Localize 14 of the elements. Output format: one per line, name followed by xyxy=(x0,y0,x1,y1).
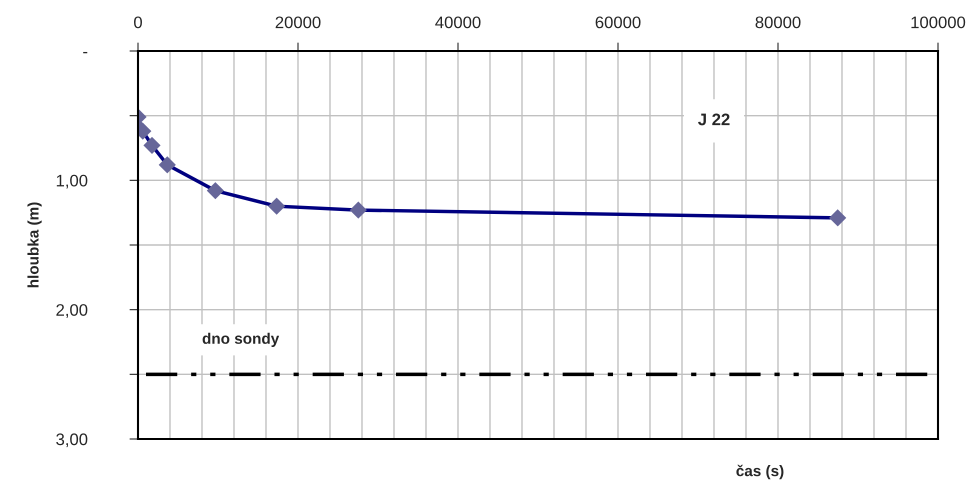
x-tick-label: 20000 xyxy=(276,16,321,28)
x-axis-title: čas (s) xyxy=(736,464,784,480)
x-tick-label: 60000 xyxy=(596,16,641,28)
y-axis-title: hloubka (m) xyxy=(27,202,42,288)
x-tick-label: 0 xyxy=(134,16,142,28)
x-tick-label: 80000 xyxy=(756,16,801,28)
y-tick-label: - xyxy=(83,52,88,54)
annotation: J 22 xyxy=(698,114,730,126)
x-tick-label: 40000 xyxy=(435,16,481,28)
x-tick-label: 100000 xyxy=(911,16,966,28)
y-tick-label: 1,00 xyxy=(56,174,88,189)
ref-line-label: dno sondy xyxy=(202,332,280,347)
y-tick-label: 2,00 xyxy=(56,304,88,318)
y-tick-label: 3,00 xyxy=(56,433,88,448)
